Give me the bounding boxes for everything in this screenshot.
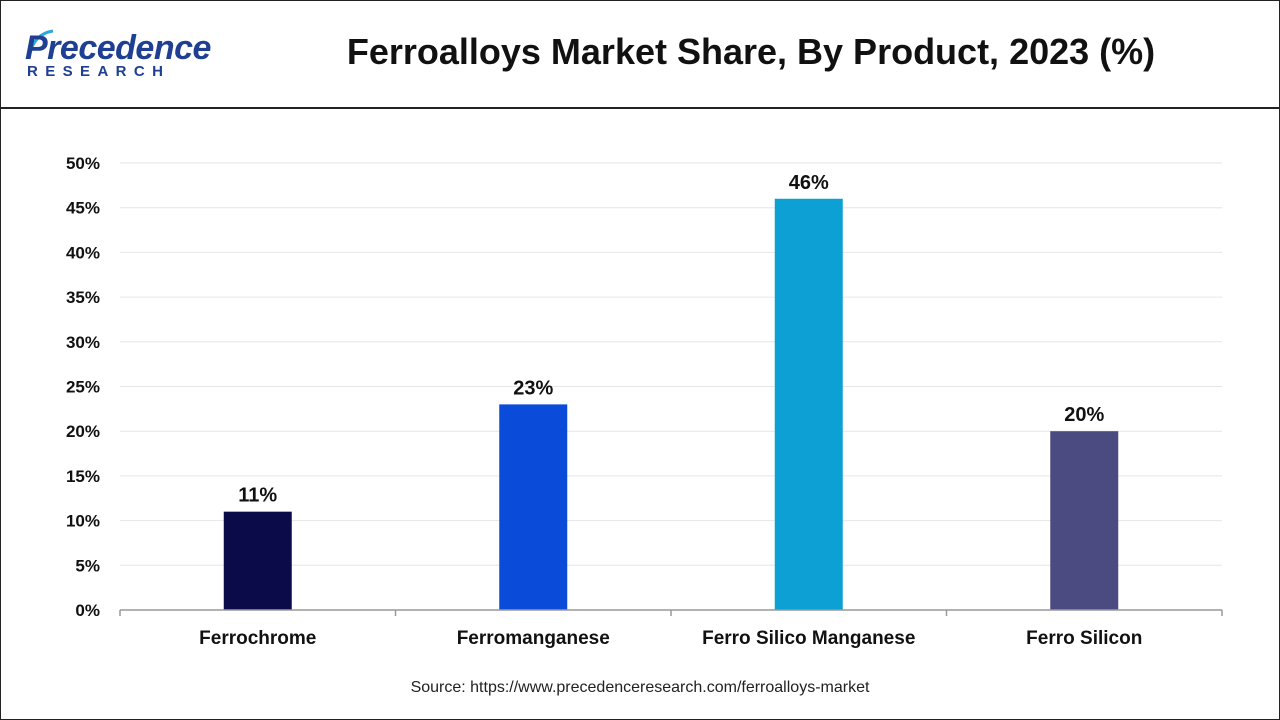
y-tick-label: 5% [75,556,100,575]
y-tick-label: 45% [66,199,100,218]
logo-subtitle: RESEARCH [27,63,171,80]
x-tick-label: Ferro Silico Manganese [702,628,915,649]
x-tick-label: Ferrochrome [199,628,316,649]
x-tick-label: Ferromanganese [457,628,610,649]
y-tick-label: 50% [66,154,100,173]
logo-wordmark: Precedence [25,29,211,67]
chart-header: Precedence RESEARCH Ferroalloys Market S… [1,1,1279,109]
bars [223,198,1119,610]
y-tick-label: 0% [75,601,100,620]
data-label: 20% [1064,404,1104,426]
grid-lines [120,162,1222,566]
x-tick-label: Ferro Silicon [1026,628,1142,649]
x-axis: Ferrochrome Ferromanganese Ferro Silico Ma… [119,609,1223,649]
y-tick-label: 35% [66,288,100,307]
y-tick-label: 30% [66,333,100,352]
data-labels: 11% 23% 46% 20% [238,172,1104,507]
source-note: Source: https://www.precedenceresearch.c… [410,679,870,696]
y-axis: 0% 5% 10% 15% 20% 25% 30% 35% 40% 45% 50% [66,154,100,620]
bar [774,198,843,610]
bar [223,511,292,610]
y-tick-label: 20% [66,422,100,441]
precedence-research-logo: Precedence RESEARCH [21,25,221,85]
data-label: 23% [513,377,553,399]
data-label: 46% [789,172,829,194]
data-label: 11% [238,485,277,507]
chart-title: Ferroalloys Market Share, By Product, 20… [346,31,1156,72]
y-tick-label: 40% [66,243,100,262]
y-tick-label: 15% [66,467,100,486]
y-tick-label: 10% [66,512,100,531]
bar-chart: 0% 5% 10% 15% 20% 25% 30% 35% 40% 45% 50% 11% 23% 46… [66,154,1223,649]
logo-swoosh-icon [27,29,54,60]
bar [1050,431,1119,610]
y-tick-label: 25% [66,378,100,397]
bar [499,404,568,610]
